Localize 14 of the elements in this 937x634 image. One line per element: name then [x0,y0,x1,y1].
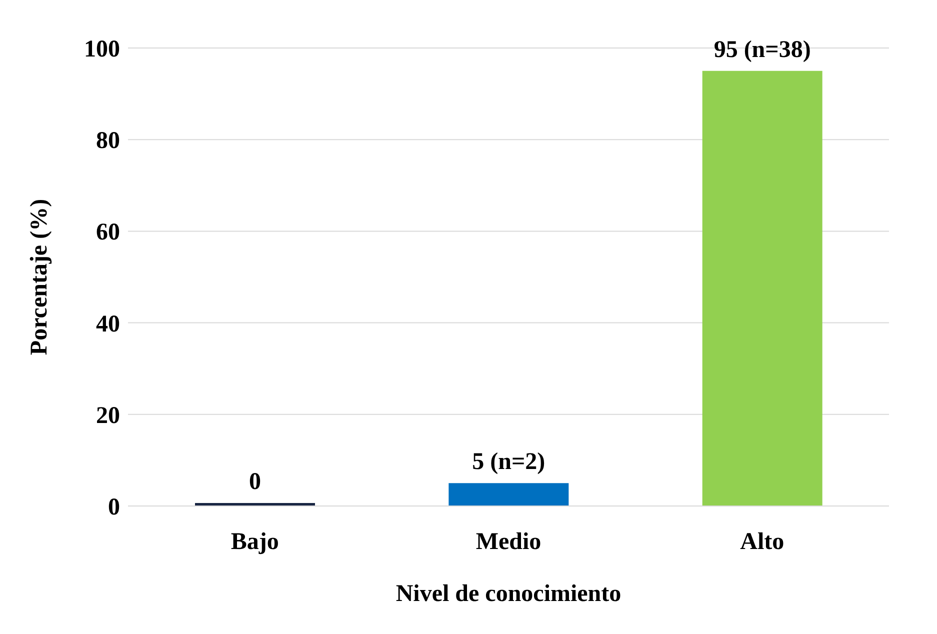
data-label: 0 [249,469,261,495]
x-tick-label: Bajo [230,529,279,556]
y-axis-title: Porcentaje (%) [26,198,53,356]
x-tick-label: Medio [476,529,542,556]
x-axis-title: Nivel de conocimiento [396,581,622,607]
x-tick-label: Alto [740,529,784,556]
y-tick-label: 100 [84,36,120,63]
y-tick-label: 0 [108,494,120,521]
y-tick-label: 40 [96,311,120,338]
data-label: 5 (n=2) [472,449,546,476]
y-tick-label: 80 [96,128,120,154]
y-tick-label: 20 [96,402,120,429]
data-label: 95 (n=38) [714,36,811,63]
y-tick-label: 60 [96,220,120,246]
